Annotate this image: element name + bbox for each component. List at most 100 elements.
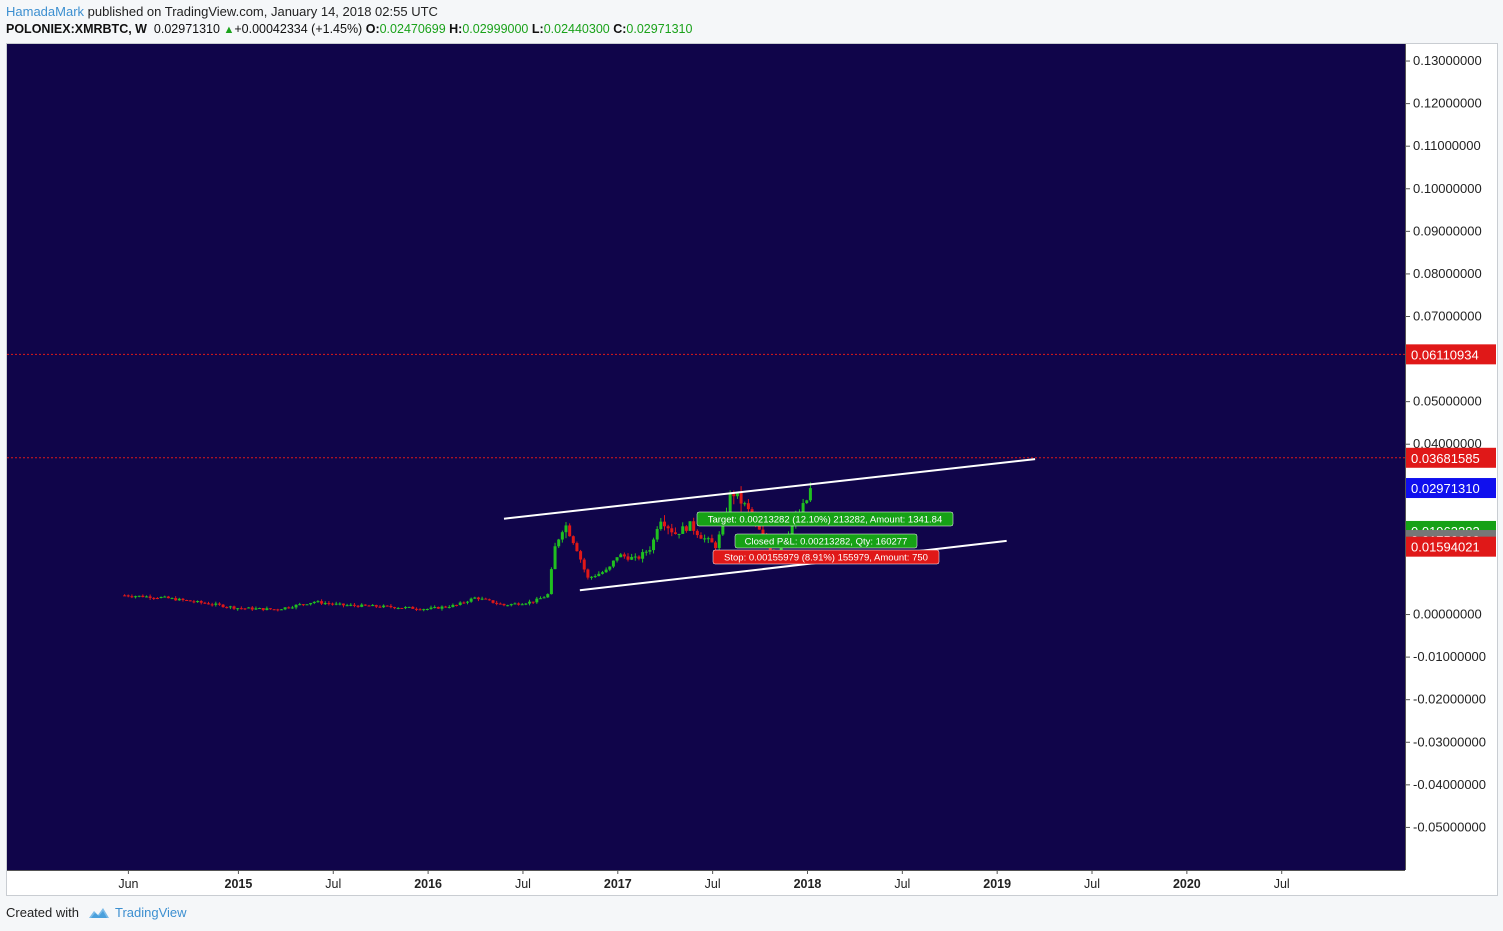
- y-tick-label: 0.13000000: [1413, 53, 1482, 68]
- candle-body: [677, 533, 681, 535]
- level-price-text: 0.06110934: [1411, 347, 1479, 362]
- candle-body: [710, 538, 714, 543]
- candle-body: [196, 601, 200, 603]
- stop-label-box: [712, 549, 940, 565]
- x-tick-label: Jul: [894, 877, 910, 891]
- x-tick-label: 2017: [604, 877, 632, 891]
- candle-body: [590, 576, 594, 578]
- candle-body: [360, 604, 364, 607]
- candle-body: [681, 526, 685, 534]
- channel-trendline: [503, 458, 1036, 520]
- y-tick-label: 0.00000000: [1413, 607, 1482, 622]
- price-chart[interactable]: 0.13000000 0.12000000 0.11000000 0.10000000…: [7, 44, 1497, 895]
- symbol-info-bar: POLONIEX:XMRBTC, W 0.02971310 ▲+0.000423…: [6, 22, 692, 36]
- closed-pnl-label-text: Closed P&L: 0.00213282, Qty: 160277: [745, 537, 908, 548]
- candle-body: [378, 606, 382, 608]
- candle-body: [199, 601, 203, 603]
- candle-body: [148, 596, 152, 598]
- candle-body: [279, 609, 283, 611]
- candle-body: [192, 601, 196, 603]
- stop-label-text: Stop: 0.00155979 (8.91%) 155979, Amount:…: [724, 553, 928, 564]
- candle-body: [331, 603, 335, 605]
- candle-body: [433, 606, 437, 608]
- author-link[interactable]: HamadaMark: [6, 4, 85, 19]
- y-tick-label: 0.09000000: [1413, 223, 1482, 238]
- candle-body: [134, 596, 138, 598]
- candle-body: [451, 604, 455, 608]
- candle-body: [327, 603, 331, 605]
- target-label-box: [696, 511, 954, 527]
- candle-body: [181, 598, 185, 600]
- candle-body: [703, 538, 707, 540]
- up-triangle-icon: ▲: [223, 24, 235, 36]
- y-tick-label: 0.08000000: [1413, 266, 1482, 281]
- candle-body: [746, 503, 750, 510]
- candle-body: [684, 526, 688, 531]
- candle-body: [542, 597, 546, 599]
- candle-body: [805, 500, 809, 504]
- candle-body: [250, 607, 254, 610]
- candle-body: [568, 525, 572, 537]
- candle-body: [123, 595, 127, 597]
- tradingview-logo-icon: [88, 907, 109, 918]
- y-tick-label: 0.05000000: [1413, 394, 1482, 409]
- candle-body: [309, 603, 313, 605]
- candle-body: [210, 604, 214, 606]
- candle-body: [480, 598, 484, 600]
- level-price-tag: [1406, 447, 1496, 468]
- y-tick-label: 0.11000000: [1413, 138, 1481, 153]
- price-change: +0.00042334 (+1.45%): [234, 22, 363, 36]
- candle-body: [564, 525, 568, 533]
- x-tick-label: Jun: [118, 877, 138, 891]
- y-tick-label: -0.03000000: [1413, 734, 1486, 749]
- chart-container[interactable]: 0.13000000 0.12000000 0.11000000 0.10000000…: [6, 43, 1498, 896]
- candle-body: [141, 595, 145, 598]
- candle-body: [338, 603, 342, 605]
- candle-body: [363, 604, 367, 606]
- candle-body: [582, 559, 586, 570]
- candle-body: [400, 607, 404, 609]
- candle-body: [695, 530, 699, 536]
- tradingview-link[interactable]: TradingView: [114, 905, 187, 920]
- target-label-text: Target: 0.00213282 (12.10%) 213282, Amou…: [708, 515, 943, 526]
- candle-body: [345, 605, 349, 607]
- candle-body: [466, 601, 470, 603]
- candle-body: [644, 551, 648, 553]
- y-tick-label: -0.02000000: [1413, 692, 1486, 707]
- y-tick-label: -0.01000000: [1413, 649, 1486, 664]
- candle-body: [692, 521, 696, 531]
- x-tick-label: Jul: [1084, 877, 1100, 891]
- candle-body: [652, 539, 656, 551]
- candle-body: [126, 595, 130, 597]
- candle-body: [283, 607, 287, 610]
- low-value: 0.02440300: [543, 22, 610, 36]
- level-price-text: 0.03681585: [1411, 451, 1480, 466]
- candle-body: [312, 601, 316, 604]
- open-value: 0.02470699: [379, 22, 446, 36]
- candle-body: [185, 599, 189, 601]
- candle-body: [301, 604, 305, 606]
- candle-body: [714, 542, 718, 549]
- candle-body: [506, 605, 510, 607]
- candle-body: [491, 600, 495, 603]
- candle-body: [130, 596, 134, 598]
- low-label: L:: [531, 22, 544, 36]
- candle-body: [228, 606, 232, 608]
- candle-body: [513, 603, 517, 605]
- candle-body: [356, 605, 360, 607]
- x-tick-label: 2015: [225, 877, 253, 891]
- candle-body: [236, 608, 240, 610]
- candle-body: [221, 604, 225, 608]
- candle-body: [604, 569, 608, 573]
- price-tag-text: 0.02971310: [1411, 481, 1480, 496]
- candle-body: [367, 605, 371, 607]
- candle-body: [155, 597, 159, 599]
- candle-body: [447, 607, 451, 609]
- stop-label: Stop: 0.00155979 (8.91%) 155979, Amount:…: [712, 549, 940, 565]
- high-value: 0.02999000: [462, 22, 529, 36]
- candle-body: [440, 606, 444, 609]
- candle-body: [272, 609, 276, 611]
- x-tick-label: 2019: [983, 877, 1011, 891]
- footer: Created with TradingView: [6, 905, 187, 920]
- last-price: 0.02971310: [153, 22, 220, 36]
